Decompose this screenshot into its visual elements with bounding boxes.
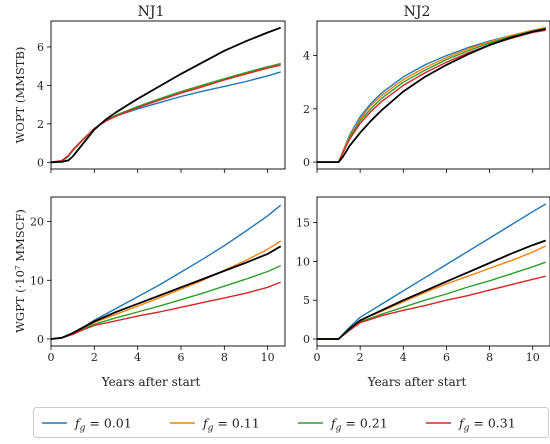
- panel-3: 0 2 4 6 8 10 0 10 20: [30, 196, 286, 364]
- y-tick-label: 20: [30, 216, 44, 229]
- legend-label: fg = 0.01: [74, 416, 132, 434]
- legend: fg = 0.01 fg = 0.11 fg = 0.21 fg = 0.31: [33, 407, 549, 438]
- panel-2: 0 2 4: [303, 20, 550, 173]
- y-tick-label: 4: [303, 50, 310, 63]
- y-tick-label: 2: [303, 103, 310, 116]
- y-tick-label: 6: [37, 41, 44, 54]
- x-tick-label: 0: [48, 351, 55, 364]
- x-tick-label: 6: [443, 351, 450, 364]
- x-tick-label: 4: [134, 351, 141, 364]
- axes-frame: [316, 20, 550, 170]
- series-line-4: [50, 281, 281, 340]
- legend-label: fg = 0.21: [330, 416, 388, 434]
- legend-item-3: fg = 0.21: [298, 416, 388, 434]
- legend-box: [33, 407, 549, 438]
- series-line-5: [50, 245, 282, 340]
- y-tick-label: 0: [303, 333, 310, 346]
- xlabel-right: Years after start: [367, 375, 467, 389]
- x-tick-label: 0: [314, 351, 321, 364]
- y-tick-label: 15: [296, 217, 310, 230]
- series-line-4: [50, 64, 281, 163]
- ylabel-top: WOPT (MMSTB): [13, 47, 27, 144]
- x-tick-label: 2: [357, 351, 364, 364]
- legend-label: fg = 0.31: [458, 416, 516, 434]
- panel-1: 0 2 4 6: [37, 20, 286, 173]
- x-tick-label: 10: [526, 351, 540, 364]
- x-tick-label: 4: [400, 351, 407, 364]
- axes-frame: [316, 196, 550, 347]
- x-tick-label: 2: [91, 351, 98, 364]
- x-tick-label: 8: [221, 351, 228, 364]
- axes-frame: [50, 196, 286, 347]
- series-line-5: [317, 239, 547, 340]
- y-tick-label: 10: [30, 274, 44, 287]
- y-tick-label: 5: [303, 294, 310, 307]
- y-tick-label: 4: [37, 79, 44, 92]
- y-tick-label: 0: [37, 156, 44, 169]
- ylabel-bottom: WGPT (·10⁷ MMSCF): [13, 209, 27, 333]
- legend-item-1: fg = 0.01: [42, 416, 132, 434]
- y-tick-label: 10: [296, 255, 310, 268]
- axes-frame: [50, 20, 286, 170]
- y-tick-label: 2: [37, 118, 44, 131]
- x-tick-label: 6: [178, 351, 185, 364]
- legend-item-2: fg = 0.11: [170, 416, 260, 434]
- panel-4: 0 2 4 6 8 10 0 5 10 15: [296, 196, 550, 364]
- title-nj2: NJ2: [404, 4, 431, 20]
- x-tick-label: 10: [261, 351, 275, 364]
- series-line-5: [317, 28, 546, 164]
- x-tick-label: 8: [486, 351, 493, 364]
- legend-label: fg = 0.11: [202, 416, 260, 434]
- title-nj1: NJ1: [138, 4, 165, 20]
- legend-item-4: fg = 0.31: [426, 416, 516, 434]
- y-tick-label: 0: [37, 333, 44, 346]
- series-line-5: [50, 26, 282, 164]
- xlabel-left: Years after start: [101, 375, 201, 389]
- y-tick-label: 0: [303, 156, 310, 169]
